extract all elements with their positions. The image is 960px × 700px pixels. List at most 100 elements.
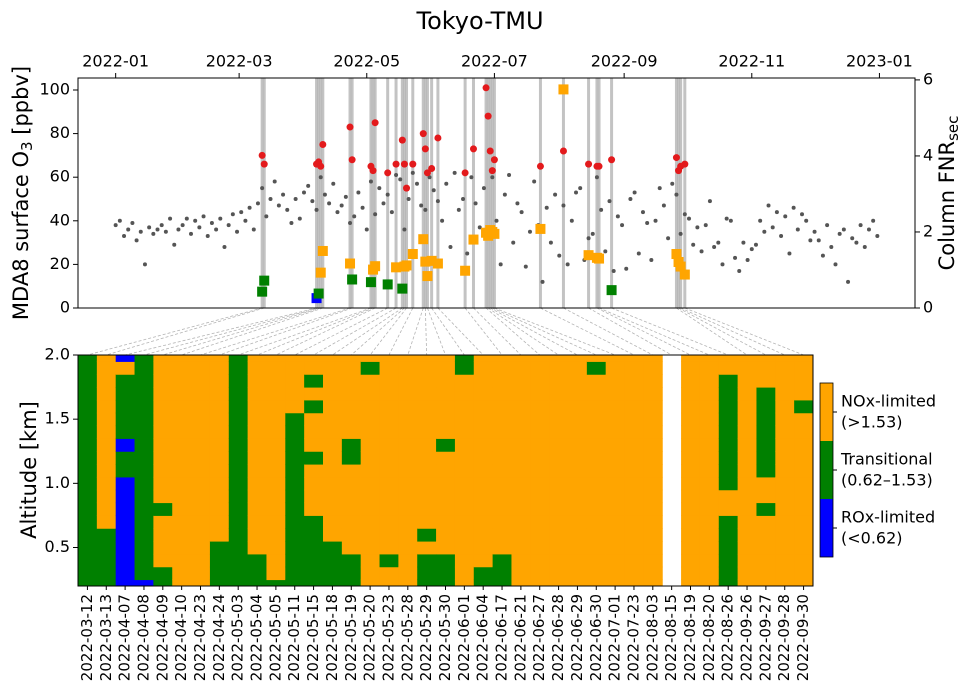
heatmap-cell <box>586 374 607 388</box>
x-tick-label: 2022-05-28 <box>398 594 416 681</box>
heatmap-cell <box>699 412 720 427</box>
fnr-square <box>426 255 437 266</box>
o3-point <box>293 196 298 201</box>
heatmap-cell <box>285 387 305 401</box>
heatmap-cell <box>681 579 701 586</box>
heatmap-cell <box>266 579 286 586</box>
heatmap-cell <box>172 451 192 465</box>
heatmap-cell <box>209 541 230 555</box>
heatmap-cell <box>115 451 136 465</box>
heatmap-cell <box>718 387 739 401</box>
x-tick-label: 2022-05 <box>333 52 400 71</box>
event-o3-point <box>421 145 429 153</box>
heatmap-cell <box>341 361 362 375</box>
heatmap-cell <box>341 566 362 581</box>
heatmap-cell <box>492 361 512 375</box>
heatmap-cell <box>737 476 757 491</box>
heatmap-cell <box>756 579 776 586</box>
connector <box>611 307 729 356</box>
fnr-square <box>468 234 479 245</box>
heatmap-cell <box>605 502 626 516</box>
connector <box>125 307 317 356</box>
heatmap-cell <box>454 451 475 465</box>
heatmap-cell <box>737 553 757 568</box>
heatmap-cell <box>718 515 739 529</box>
connector <box>492 307 597 356</box>
heatmap-cell <box>794 502 813 516</box>
heatmap-cell <box>417 489 437 504</box>
heatmap-cell <box>756 541 776 555</box>
heatmap-cell <box>605 553 626 568</box>
connector <box>294 307 388 356</box>
heatmap-cell <box>492 425 512 439</box>
heatmap-cell <box>417 502 437 516</box>
heatmap-cell <box>323 425 343 439</box>
o3-point <box>515 201 520 206</box>
heatmap-cell <box>153 355 173 362</box>
connector <box>351 307 405 356</box>
heatmap-cell <box>549 399 569 414</box>
heatmap-cell <box>586 566 607 581</box>
heatmap-cell <box>756 515 776 529</box>
heatmap-cell <box>323 438 343 452</box>
o3-point <box>603 249 608 254</box>
heatmap-cell <box>360 451 381 465</box>
o3-point <box>147 225 152 230</box>
heatmap-cell <box>398 515 418 529</box>
heatmap-cell <box>530 541 550 555</box>
x-tick-label: 2022-08-15 <box>662 594 680 681</box>
heatmap-cell <box>379 355 399 362</box>
heatmap-cell <box>417 553 437 568</box>
o3-point <box>578 186 583 191</box>
heatmap-cell <box>134 355 154 362</box>
event-o3-point <box>681 160 689 168</box>
heatmap-cell <box>153 502 173 516</box>
o3-point <box>155 227 160 232</box>
heatmap-cell <box>379 566 399 581</box>
heatmap-cell <box>624 451 644 465</box>
o3-point <box>122 234 127 239</box>
heatmap-cell <box>436 489 456 504</box>
colorbar-segment <box>820 441 833 499</box>
o3-point <box>762 229 767 234</box>
heatmap-cell <box>718 489 739 504</box>
colorbar-segment <box>820 499 833 557</box>
heatmap-cell <box>511 553 531 568</box>
fnr-square <box>671 249 682 260</box>
heatmap-cell <box>115 412 136 427</box>
heatmap-cell <box>78 399 98 414</box>
heatmap-cell <box>511 515 531 529</box>
heatmap-cell <box>775 528 795 542</box>
event-o3-point <box>490 156 498 164</box>
o3-point <box>569 218 574 223</box>
heatmap-cell <box>492 515 512 529</box>
heatmap-cell <box>492 476 512 491</box>
heatmap-cell <box>775 464 795 478</box>
o3-point <box>724 216 729 221</box>
heatmap-cell <box>586 476 607 491</box>
o3-point <box>758 218 763 223</box>
heatmap-cell <box>209 489 230 504</box>
heatmap-cell <box>398 399 418 414</box>
o3-point <box>862 244 867 249</box>
heatmap-cell <box>436 387 456 401</box>
connector <box>181 307 323 356</box>
heatmap-cell <box>209 579 230 586</box>
heatmap-cell <box>96 541 117 555</box>
x-tick-label: 2022-03-12 <box>78 594 96 681</box>
heatmap-cell <box>96 476 117 491</box>
heatmap-cell <box>756 502 776 516</box>
heatmap-cell <box>209 553 230 568</box>
heatmap-cell <box>681 489 701 504</box>
heatmap-cell <box>134 438 154 452</box>
o3-point <box>561 203 566 208</box>
heatmap-cell <box>643 451 663 465</box>
heatmap-cell <box>436 438 456 452</box>
heatmap-cell <box>473 515 494 529</box>
x-tick-label: 2022-09-26 <box>738 594 756 681</box>
heatmap-cell <box>78 489 98 504</box>
event-o3-point <box>486 147 494 155</box>
heatmap-cell <box>568 579 588 586</box>
heatmap-cell <box>379 412 399 427</box>
o3-point <box>716 240 721 245</box>
